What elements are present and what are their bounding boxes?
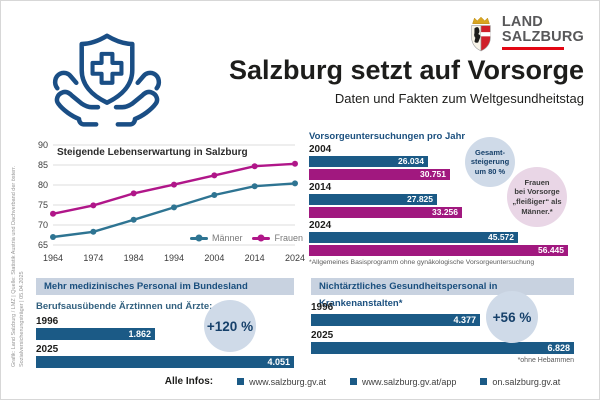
svg-text:2014: 2014 xyxy=(245,253,265,263)
vorsorge-groups: 2004 26.034 30.751 2014 27.825 33.256 2024 45.5… xyxy=(309,144,593,256)
life-expectancy-legend: Männer Frauen xyxy=(189,233,303,243)
logo-text-line2: SALZBURG xyxy=(501,28,584,45)
footer-link-social-text: on.salzburg.gv.at xyxy=(492,376,561,387)
vorsorge-bar-männer-2014: 27.825 xyxy=(309,194,437,205)
personnel-increase-badge: +56 % xyxy=(486,291,538,343)
section-health-personnel-header: Nichtärztliches Gesundheitspersonal in K… xyxy=(311,278,574,309)
life-expectancy-title: Steigende Lebenserwartung in Salzburg xyxy=(57,147,248,158)
section-health-personnel: Nichtärztliches Gesundheitspersonal in K… xyxy=(311,278,574,364)
footer-link-social[interactable]: on.salzburg.gv.at xyxy=(480,377,560,387)
page-subtitle: Daten und Fakten zum Weltgesundheitstag xyxy=(334,91,584,106)
vorsorge-bar-frauen-2014: 33.256 xyxy=(309,207,462,218)
data-point xyxy=(251,163,258,170)
callout-frauen-fleissiger: Frauen bei Vorsorge „fleißiger“ als Männ… xyxy=(507,167,567,227)
footer-links-bar: Alle Infos: www.salzburg.gv.at www.salzb… xyxy=(126,376,599,387)
data-point xyxy=(251,183,258,190)
blue-square-icon xyxy=(349,378,357,385)
vorsorge-footnote: *Allgemeines Basisprogramm ohne gynäkolo… xyxy=(309,259,535,266)
svg-text:65: 65 xyxy=(38,240,48,250)
data-point xyxy=(211,192,218,198)
vorsorge-year-2014: 2014 xyxy=(309,182,332,193)
doctors-bar-1996: 1.862 xyxy=(36,328,155,340)
personnel-bar-1996: 4.377 xyxy=(311,314,480,326)
personnel-footnote: *ohne Hebammen xyxy=(517,357,574,364)
source-credit: Grafik: Land Salzburg / LMZ | Quelle: St… xyxy=(11,165,26,367)
logo-text-line1: LAND xyxy=(501,14,543,30)
life-expectancy-plot: 65 70 75 80 85 90 1964 1974 1984 1994 2004 2014 2024 xyxy=(38,140,305,263)
data-point xyxy=(130,216,137,223)
data-point xyxy=(130,190,137,197)
svg-text:90: 90 xyxy=(38,140,48,150)
vorsorge-bar-männer-2004: 26.034 xyxy=(309,156,428,167)
blue-square-icon xyxy=(480,378,488,385)
doctors-year-1996: 1996 xyxy=(36,316,59,327)
page-title: Salzburg setzt auf Vorsorge xyxy=(228,55,584,85)
svg-text:1974: 1974 xyxy=(83,253,103,263)
personnel-year-2025: 2025 xyxy=(311,330,334,341)
vorsorge-title: Vorsorgeuntersuchungen pro Jahr xyxy=(309,131,466,142)
data-point xyxy=(171,181,177,188)
footer-link-app-text: www.salzburg.gv.at/app xyxy=(361,376,457,387)
vorsorge-year-2004: 2004 xyxy=(309,144,332,155)
data-point xyxy=(171,204,177,211)
vorsorge-bar-frauen-2004: 30.751 xyxy=(309,169,450,180)
legend-marker-icon xyxy=(252,234,271,242)
logo-red-underline xyxy=(501,46,564,51)
footer-link-app[interactable]: www.salzburg.gv.at/app xyxy=(349,376,457,387)
vorsorge-year-2024: 2024 xyxy=(309,220,332,231)
legend-item-frauen: Frauen xyxy=(252,233,303,243)
section-medical-personnel-header: Mehr medizinisches Personal im Bundeslan… xyxy=(36,278,294,295)
svg-text:70: 70 xyxy=(38,220,48,230)
legend-marker-icon xyxy=(189,234,208,242)
data-point xyxy=(90,228,97,235)
svg-text:1964: 1964 xyxy=(43,253,63,263)
blue-square-icon xyxy=(237,378,245,385)
hands-shield-health-icon xyxy=(52,33,162,127)
personnel-bar-2025: 6.828 xyxy=(311,342,574,354)
footer-label: Alle Infos: xyxy=(164,376,214,387)
svg-text:1994: 1994 xyxy=(164,253,184,263)
data-point xyxy=(90,202,97,209)
svg-text:1984: 1984 xyxy=(124,253,144,263)
doctors-subtitle: Berufsausübende Ärztinnen und Ärzte: xyxy=(36,301,213,312)
data-point xyxy=(50,210,56,217)
data-point xyxy=(50,234,56,240)
vorsorge-bar-chart: Vorsorgeuntersuchungen pro Jahr 2004 26.0… xyxy=(309,131,593,266)
salzburg-crest-icon xyxy=(471,16,491,52)
doctors-bar-2025: 4.051 xyxy=(36,356,294,368)
legend-item-männer: Männer xyxy=(189,233,242,243)
life-expectancy-chart: 65 70 75 80 85 90 1964 1974 1984 1994 2004 2014 2024… xyxy=(27,137,307,269)
section-medical-personnel: Mehr medizinisches Personal im Bundeslan… xyxy=(36,278,294,370)
personnel-year-1996: 1996 xyxy=(311,302,334,313)
data-point xyxy=(292,160,298,167)
svg-text:75: 75 xyxy=(38,200,48,210)
doctors-increase-badge: +120 % xyxy=(204,300,256,352)
land-salzburg-logo: LAND SALZBURG xyxy=(466,15,584,53)
callout-gesamtsteigerung: Gesamt- steigerung um 80 % xyxy=(465,137,515,187)
svg-text:85: 85 xyxy=(38,160,48,170)
footer-link-web[interactable]: www.salzburg.gv.at xyxy=(237,377,326,387)
data-point xyxy=(211,172,218,179)
doctors-year-2025: 2025 xyxy=(36,344,59,355)
svg-text:2004: 2004 xyxy=(204,253,224,263)
vorsorge-bar-frauen-2024: 56.445 xyxy=(309,245,568,256)
data-point xyxy=(292,180,298,187)
vorsorge-bar-männer-2024: 45.572 xyxy=(309,232,518,243)
svg-text:80: 80 xyxy=(38,180,48,190)
footer-link-web-text: www.salzburg.gv.at xyxy=(249,376,326,387)
svg-text:2024: 2024 xyxy=(285,253,305,263)
